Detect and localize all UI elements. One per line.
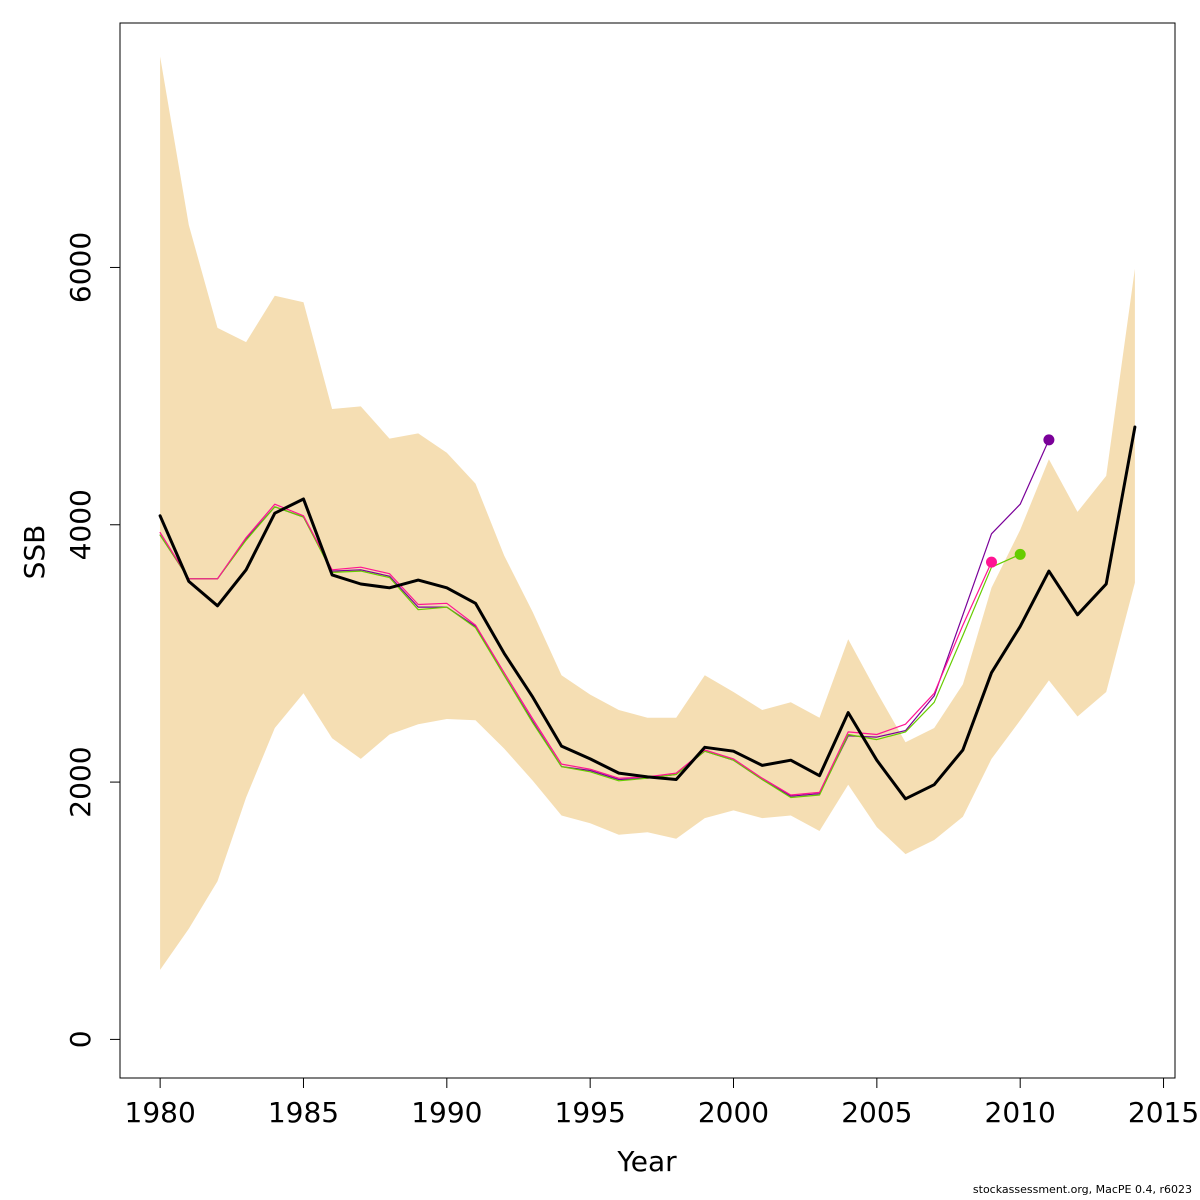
y-axis-title: SSB bbox=[18, 525, 51, 580]
x-tick-label: 1985 bbox=[268, 1096, 339, 1129]
series-endpoint-retrospective-peel-3 bbox=[1043, 434, 1055, 446]
confidence-band bbox=[160, 56, 1135, 970]
footer-note: stockassessment.org, MacPE 0.4, r6023 bbox=[972, 1183, 1192, 1196]
x-tick-label: 1990 bbox=[411, 1096, 482, 1129]
series-layer bbox=[158, 425, 1137, 801]
x-tick-label: 1980 bbox=[125, 1096, 196, 1129]
x-tick-label: 2010 bbox=[985, 1096, 1056, 1129]
series-endpoint-retrospective-peel-4 bbox=[1014, 548, 1026, 560]
x-tick-label: 2000 bbox=[698, 1096, 769, 1129]
series-endpoint-retrospective-peel-5 bbox=[986, 556, 997, 568]
x-tick-label: 2005 bbox=[841, 1096, 912, 1129]
x-tick-label: 1995 bbox=[555, 1096, 626, 1129]
confidence-band-layer bbox=[160, 56, 1135, 970]
y-tick-label: 2000 bbox=[64, 746, 97, 817]
y-tick-label: 6000 bbox=[64, 232, 97, 303]
axes-layer: 1980 1985 1990 1995 2000 2005 2010 2015 0 2000 400… bbox=[64, 22, 1199, 1129]
y-tick-label: 0 bbox=[64, 1030, 97, 1048]
series-line-estimate bbox=[158, 425, 1137, 801]
x-axis-title: Year bbox=[616, 1145, 677, 1178]
y-tick-label: 4000 bbox=[64, 489, 97, 560]
x-tick-label: 2015 bbox=[1128, 1096, 1199, 1129]
series-line-retrospective-peel-5 bbox=[159, 503, 993, 796]
